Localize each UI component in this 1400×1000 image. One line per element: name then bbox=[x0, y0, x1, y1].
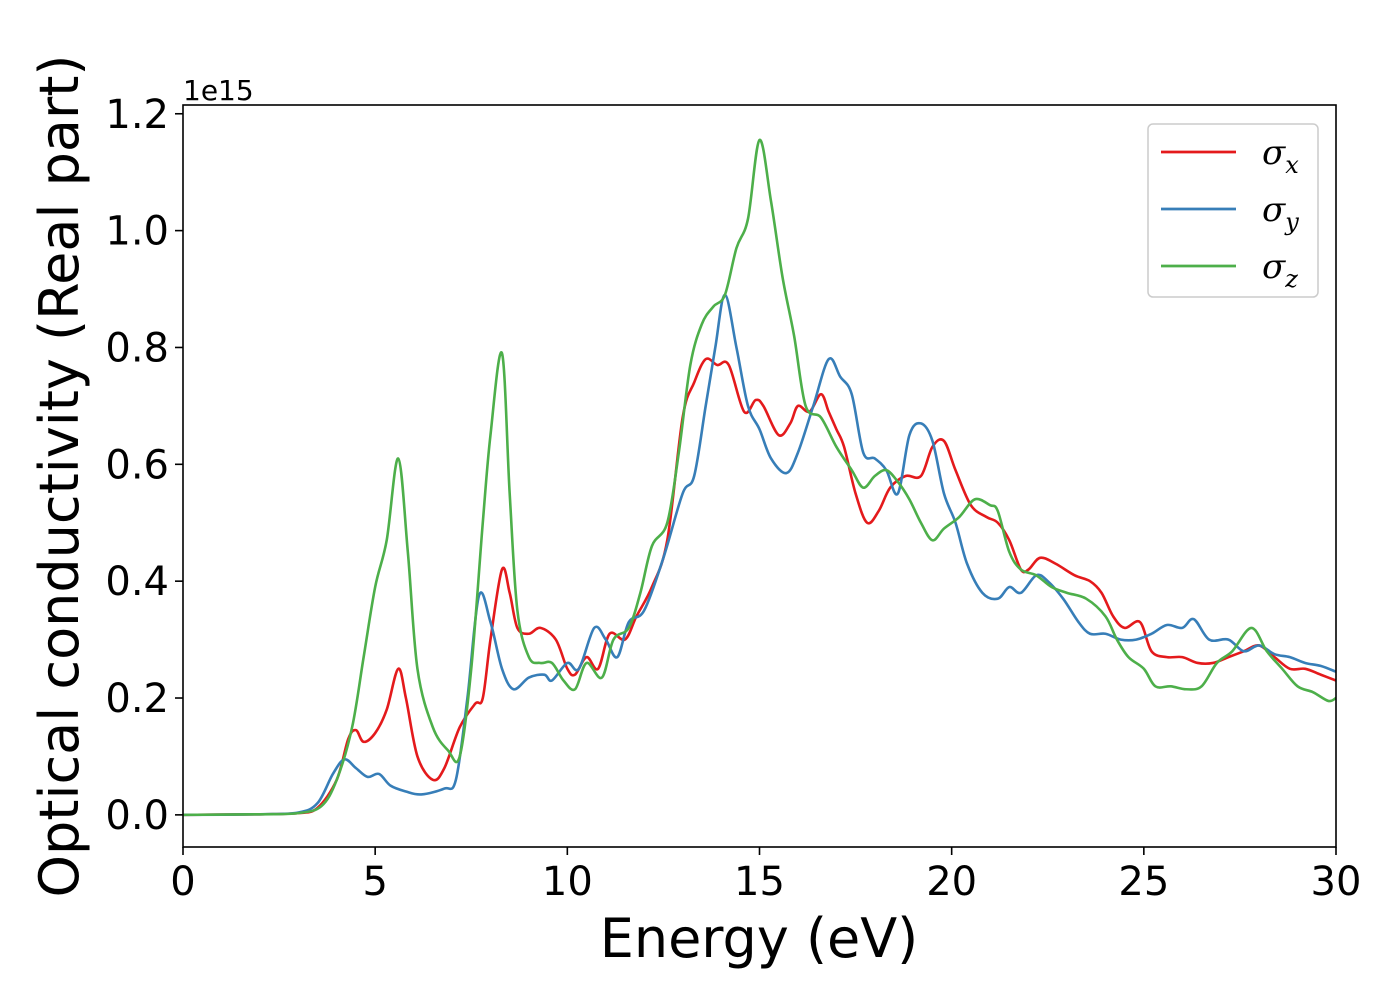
y-tick-label: 1.0 bbox=[105, 209, 169, 255]
x-tick-label: 30 bbox=[1311, 859, 1362, 905]
y-tick-label: 0.2 bbox=[105, 676, 169, 722]
x-tick-label: 20 bbox=[926, 859, 977, 905]
ticks-layer: 0 5 10 15 20 25 30 0.0 0.2 0.4 0.6 0.8 1.0 1.2 bbox=[105, 92, 1361, 905]
y-tick-label: 0.8 bbox=[105, 325, 169, 371]
y-offset-text: 1e15 bbox=[183, 74, 254, 107]
y-tick-label: 1.2 bbox=[105, 92, 169, 138]
x-tick-label: 25 bbox=[1118, 859, 1169, 905]
legend-frame bbox=[1147, 123, 1319, 298]
y-tick-label: 0.0 bbox=[105, 793, 169, 839]
legend: σx σy σz bbox=[1147, 123, 1319, 298]
x-tick-label: 0 bbox=[170, 859, 195, 905]
series-layer bbox=[183, 138, 1336, 817]
x-tick-label: 10 bbox=[542, 859, 593, 905]
x-tick-label: 15 bbox=[734, 859, 785, 905]
legend-label-x: σx bbox=[1262, 133, 1299, 179]
x-tick-label: 5 bbox=[362, 859, 387, 905]
legend-label-y: σy bbox=[1262, 190, 1299, 236]
series-line-x bbox=[183, 357, 1336, 817]
series-line-y bbox=[183, 293, 1336, 817]
legend-label-z: σz bbox=[1262, 247, 1298, 293]
series-line-z bbox=[183, 138, 1336, 817]
x-axis-title: Energy (eV) bbox=[600, 907, 919, 970]
y-tick-label: 0.4 bbox=[105, 559, 169, 605]
y-axis-title: Optical conductivity (Real part) bbox=[28, 55, 91, 898]
y-tick-label: 0.6 bbox=[105, 442, 169, 488]
